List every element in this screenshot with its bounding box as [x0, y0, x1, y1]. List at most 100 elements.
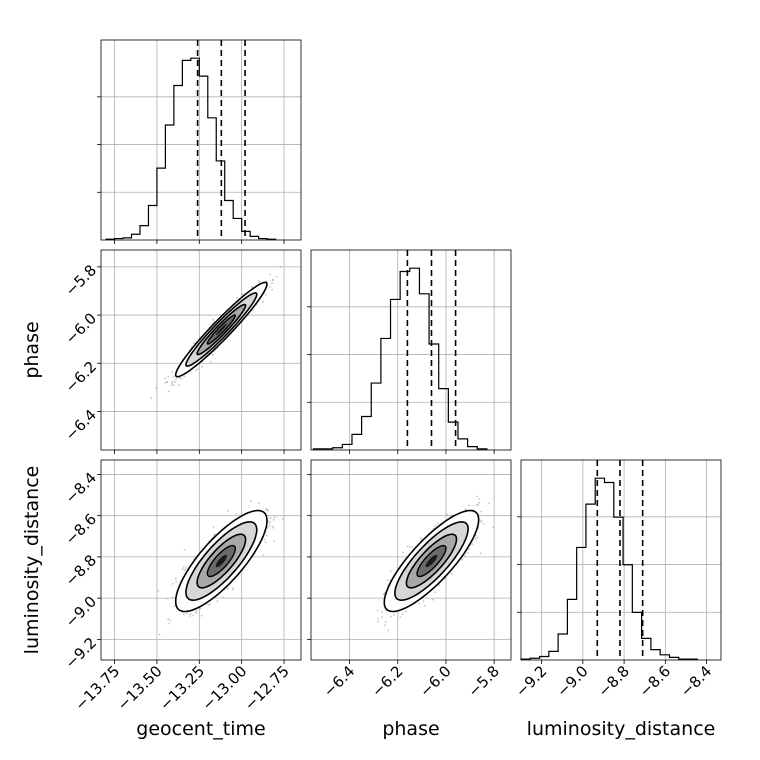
sample-point — [406, 545, 409, 548]
sample-point — [432, 598, 434, 601]
histogram-phase — [312, 267, 488, 450]
marginal-panel-luminosity_distance — [517, 459, 722, 664]
sample-point — [250, 286, 253, 288]
sample-point — [170, 384, 173, 386]
sample-point — [209, 603, 211, 606]
sample-point — [471, 543, 474, 545]
sample-point — [264, 508, 267, 511]
sample-point — [476, 536, 479, 539]
sample-point — [241, 293, 244, 296]
y-tick-label: −5.8 — [62, 261, 100, 299]
sample-point — [167, 618, 170, 620]
contour-line — [416, 544, 447, 578]
sample-point — [183, 613, 185, 616]
sample-point — [275, 275, 278, 278]
sample-point — [478, 497, 481, 500]
sample-point — [168, 622, 171, 625]
sample-point — [401, 613, 404, 615]
contour-line — [405, 533, 458, 589]
sample-point — [390, 615, 392, 618]
sample-point — [167, 375, 170, 378]
sample-point — [188, 615, 191, 617]
sample-point — [411, 546, 414, 548]
y-axis-label-luminosity_distance: luminosity_distance — [21, 466, 43, 655]
sample-point — [150, 397, 153, 400]
sample-point — [192, 342, 195, 345]
sample-point — [200, 614, 203, 617]
sample-point — [480, 510, 482, 513]
x-axis-label-phase: phase — [382, 718, 439, 740]
sample-point — [262, 554, 265, 557]
sample-point — [418, 602, 421, 605]
sample-point — [262, 300, 265, 303]
x-axis-label-geocent_time: geocent_time — [136, 718, 265, 740]
joint-panel-phase-vs-luminosity_distance — [307, 459, 512, 664]
sample-point — [235, 513, 238, 515]
y-tick-label: −8.4 — [62, 469, 100, 507]
x-tick-label: −8.6 — [636, 662, 674, 700]
sample-point — [483, 523, 485, 525]
sample-point — [166, 381, 168, 384]
marginal-panel-phase — [307, 249, 512, 454]
sample-point — [227, 509, 230, 512]
sample-point — [178, 384, 181, 387]
joint-content — [157, 500, 284, 636]
sample-point — [268, 520, 271, 523]
x-tick-label: −6.2 — [368, 662, 406, 700]
sample-point — [436, 522, 439, 525]
x-tick-label: −8.4 — [677, 662, 715, 700]
sample-point — [164, 377, 167, 380]
sample-point — [390, 570, 392, 573]
sample-point — [158, 633, 161, 636]
sample-point — [393, 613, 395, 616]
sample-point — [263, 539, 266, 541]
sample-point — [185, 567, 187, 570]
x-tick-label: −13.25 — [156, 662, 208, 714]
sample-point — [477, 503, 479, 506]
contour-line — [174, 281, 268, 378]
sample-point — [265, 541, 267, 544]
x-tick-label: −6.4 — [320, 662, 358, 700]
sample-point — [271, 282, 273, 285]
sample-point — [381, 616, 384, 618]
histogram-luminosity_distance — [520, 477, 698, 660]
sample-point — [269, 517, 272, 519]
contour-line — [185, 292, 258, 367]
y-tick-label: −6.4 — [62, 406, 100, 444]
sample-point — [189, 613, 192, 615]
joint-panel-geocent_time-vs-phase — [97, 249, 302, 454]
sample-point — [250, 500, 252, 502]
joint-content — [150, 265, 282, 400]
sample-point — [404, 610, 407, 613]
joint-panel-geocent_time-vs-luminosity_distance — [97, 459, 302, 664]
panel-frame — [310, 249, 512, 451]
sample-point — [180, 377, 183, 380]
x-tick-label: −13.00 — [199, 662, 251, 714]
sample-point — [468, 548, 471, 551]
sample-point — [474, 538, 477, 540]
sample-point — [271, 289, 273, 291]
x-axis-label-luminosity_distance: luminosity_distance — [527, 718, 716, 740]
contour-line — [206, 314, 236, 345]
x-tick-label: −6.0 — [416, 662, 454, 700]
sample-point — [174, 577, 177, 580]
sample-point — [492, 526, 494, 529]
sample-point — [422, 600, 425, 603]
sample-point — [232, 587, 235, 589]
sample-point — [464, 554, 466, 557]
sample-point — [212, 526, 215, 528]
sample-point — [172, 384, 175, 386]
sample-point — [434, 524, 436, 527]
sample-point — [271, 279, 274, 282]
sample-point — [213, 534, 215, 537]
panel-frame — [310, 459, 512, 661]
panel-frame — [520, 459, 722, 661]
sample-point — [474, 534, 477, 537]
sample-point — [272, 526, 275, 529]
sample-point — [476, 495, 478, 498]
sample-point — [195, 369, 197, 371]
sample-point — [377, 617, 380, 620]
sample-point — [266, 508, 269, 511]
y-axis-label-phase: phase — [21, 321, 43, 378]
sample-point — [196, 368, 199, 370]
